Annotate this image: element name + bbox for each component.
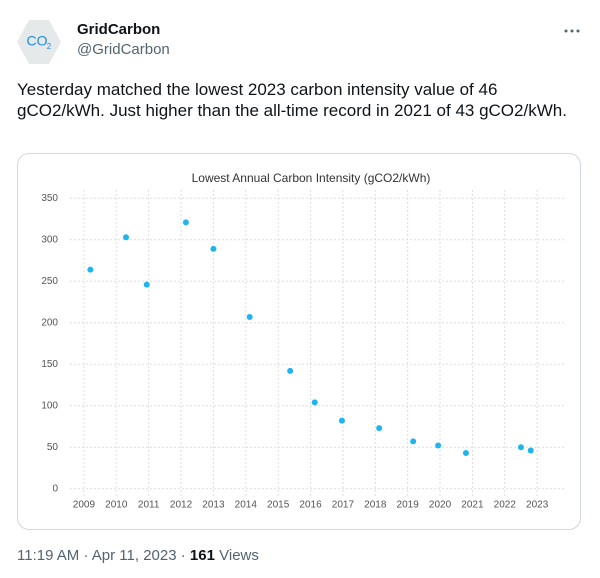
tweet-meta: 11:19 AM · Apr 11, 2023 · 161 Views — [17, 547, 259, 564]
x-tick-label: 2017 — [332, 500, 355, 511]
y-tick-label: 100 — [41, 400, 58, 411]
point — [143, 281, 150, 288]
point — [338, 417, 345, 424]
point — [376, 425, 383, 432]
x-tick-label: 2010 — [105, 500, 128, 511]
views-label: Views — [219, 547, 259, 564]
x-tick-label: 2021 — [461, 500, 484, 511]
avatar-shape — [17, 20, 61, 64]
y-tick-label: 300 — [41, 234, 58, 245]
tweet-text: Yesterday matched the lowest 2023 carbon… — [17, 80, 567, 120]
y-tick-label: 150 — [41, 359, 58, 370]
avatar-sub: 2 — [47, 42, 52, 51]
x-tick-label: 2023 — [526, 500, 549, 511]
author-name[interactable]: GridCarbon — [77, 21, 161, 38]
y-tick-label: 350 — [41, 193, 58, 204]
point — [527, 447, 534, 454]
more-menu[interactable] — [563, 28, 581, 34]
x-tick-label: 2013 — [202, 500, 225, 511]
x-tick-label: 2009 — [73, 500, 96, 511]
point — [517, 444, 524, 451]
point — [210, 245, 217, 252]
date[interactable]: Apr 11, 2023 — [91, 547, 177, 564]
avatar-text: CO — [27, 33, 48, 49]
x-tick-label: 2020 — [429, 500, 452, 511]
point — [287, 367, 294, 374]
chart-title: Lowest Annual Carbon Intensity (gCO2/kWh… — [192, 171, 431, 185]
x-tick-label: 2022 — [494, 500, 517, 511]
y-tick-label: 0 — [52, 483, 58, 494]
x-tick-label: 2012 — [170, 500, 193, 511]
point — [182, 219, 189, 226]
point — [311, 399, 318, 406]
x-tick-label: 2011 — [138, 500, 160, 511]
avatar[interactable]: CO 2 — [15, 18, 63, 66]
x-tick-label: 2018 — [364, 500, 387, 511]
author-handle[interactable]: @GridCarbon — [77, 41, 170, 58]
time[interactable]: 11:19 AM — [17, 547, 80, 564]
chart: Lowest Annual Carbon Intensity (gCO2/kWh… — [41, 171, 565, 511]
point — [123, 234, 130, 241]
x-tick-label: 2014 — [235, 500, 258, 511]
x-tick-label: 2015 — [267, 500, 290, 511]
separator: · — [180, 547, 186, 564]
chart-card[interactable]: Lowest Annual Carbon Intensity (gCO2/kWh… — [17, 153, 581, 530]
x-tick-label: 2019 — [397, 500, 420, 511]
x-tick-label: 2016 — [299, 500, 322, 511]
point — [435, 442, 442, 449]
separator: · — [83, 547, 89, 564]
y-tick-label: 200 — [41, 317, 58, 328]
point — [462, 450, 469, 457]
views-count: 161 — [189, 547, 215, 564]
y-tick-label: 50 — [47, 442, 59, 453]
point — [410, 438, 417, 445]
point — [87, 266, 94, 273]
point — [246, 313, 253, 320]
y-tick-label: 250 — [41, 276, 58, 287]
